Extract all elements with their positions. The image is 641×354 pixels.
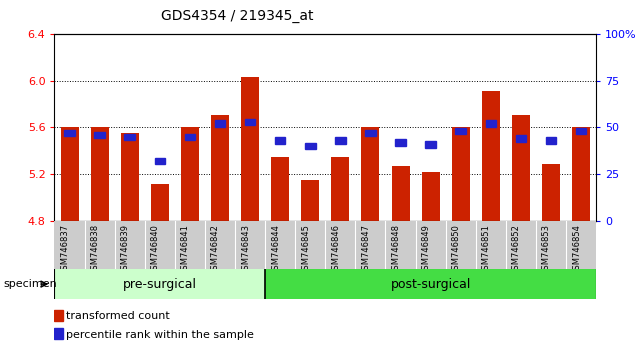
Bar xyxy=(205,221,235,269)
Bar xyxy=(185,133,195,140)
Text: GSM746841: GSM746841 xyxy=(181,224,190,274)
Bar xyxy=(154,158,165,165)
Text: GDS4354 / 219345_at: GDS4354 / 219345_at xyxy=(161,9,313,23)
Bar xyxy=(422,172,440,221)
Text: GSM746852: GSM746852 xyxy=(512,224,521,274)
Bar xyxy=(415,221,445,269)
Bar xyxy=(265,221,296,269)
Bar xyxy=(85,221,115,269)
Text: GSM746849: GSM746849 xyxy=(422,224,431,274)
Bar xyxy=(181,127,199,221)
Bar xyxy=(215,120,225,127)
Bar xyxy=(301,180,319,221)
Bar xyxy=(326,221,355,269)
Text: GSM746847: GSM746847 xyxy=(362,224,370,275)
Text: percentile rank within the sample: percentile rank within the sample xyxy=(66,330,254,339)
Text: GSM746839: GSM746839 xyxy=(121,224,129,275)
Bar xyxy=(331,157,349,221)
Text: transformed count: transformed count xyxy=(66,311,170,321)
Text: GSM746848: GSM746848 xyxy=(392,224,401,275)
Bar xyxy=(335,137,345,144)
Text: GSM746840: GSM746840 xyxy=(151,224,160,274)
Bar xyxy=(536,221,566,269)
Bar xyxy=(482,91,500,221)
Bar xyxy=(456,128,466,135)
Bar xyxy=(485,120,496,127)
Bar xyxy=(545,137,556,144)
Text: pre-surgical: pre-surgical xyxy=(123,278,197,291)
Bar xyxy=(452,127,470,221)
Bar xyxy=(296,221,326,269)
Bar xyxy=(515,136,526,142)
Bar xyxy=(385,221,415,269)
Bar xyxy=(151,184,169,221)
Bar xyxy=(576,128,587,135)
Bar xyxy=(512,115,530,221)
Bar xyxy=(54,221,85,269)
Text: GSM746851: GSM746851 xyxy=(482,224,491,274)
Bar xyxy=(175,221,205,269)
Bar xyxy=(54,310,63,320)
Text: GSM746842: GSM746842 xyxy=(211,224,220,274)
Text: GSM746837: GSM746837 xyxy=(60,224,69,275)
Text: GSM746845: GSM746845 xyxy=(301,224,310,274)
Bar xyxy=(476,221,506,269)
Bar xyxy=(305,143,315,149)
Bar xyxy=(115,221,145,269)
Bar xyxy=(355,221,385,269)
Bar xyxy=(265,269,596,299)
Bar xyxy=(124,133,135,140)
Bar xyxy=(54,269,265,299)
Bar xyxy=(572,127,590,221)
Text: GSM746850: GSM746850 xyxy=(452,224,461,274)
Bar xyxy=(275,137,285,144)
Bar xyxy=(245,119,255,125)
Bar xyxy=(211,115,229,221)
Text: GSM746838: GSM746838 xyxy=(90,224,99,275)
Text: post-surgical: post-surgical xyxy=(390,278,471,291)
Bar xyxy=(362,127,379,221)
Text: GSM746853: GSM746853 xyxy=(542,224,551,275)
Bar xyxy=(426,141,436,148)
Text: GSM746854: GSM746854 xyxy=(572,224,581,274)
Bar xyxy=(445,221,476,269)
Bar xyxy=(60,127,79,221)
Bar xyxy=(145,221,175,269)
Bar xyxy=(235,221,265,269)
Bar xyxy=(506,221,536,269)
Bar xyxy=(392,166,410,221)
Bar xyxy=(365,130,376,136)
Bar xyxy=(121,133,138,221)
Text: specimen: specimen xyxy=(3,279,57,289)
Bar xyxy=(94,132,105,138)
Bar xyxy=(542,164,560,221)
Text: GSM746846: GSM746846 xyxy=(331,224,340,275)
Text: GSM746843: GSM746843 xyxy=(241,224,250,275)
Bar xyxy=(566,221,596,269)
Bar xyxy=(64,130,75,136)
Bar xyxy=(54,328,63,339)
Bar xyxy=(271,157,289,221)
Bar xyxy=(395,139,406,146)
Bar xyxy=(241,77,259,221)
Text: GSM746844: GSM746844 xyxy=(271,224,280,274)
Bar xyxy=(90,127,109,221)
